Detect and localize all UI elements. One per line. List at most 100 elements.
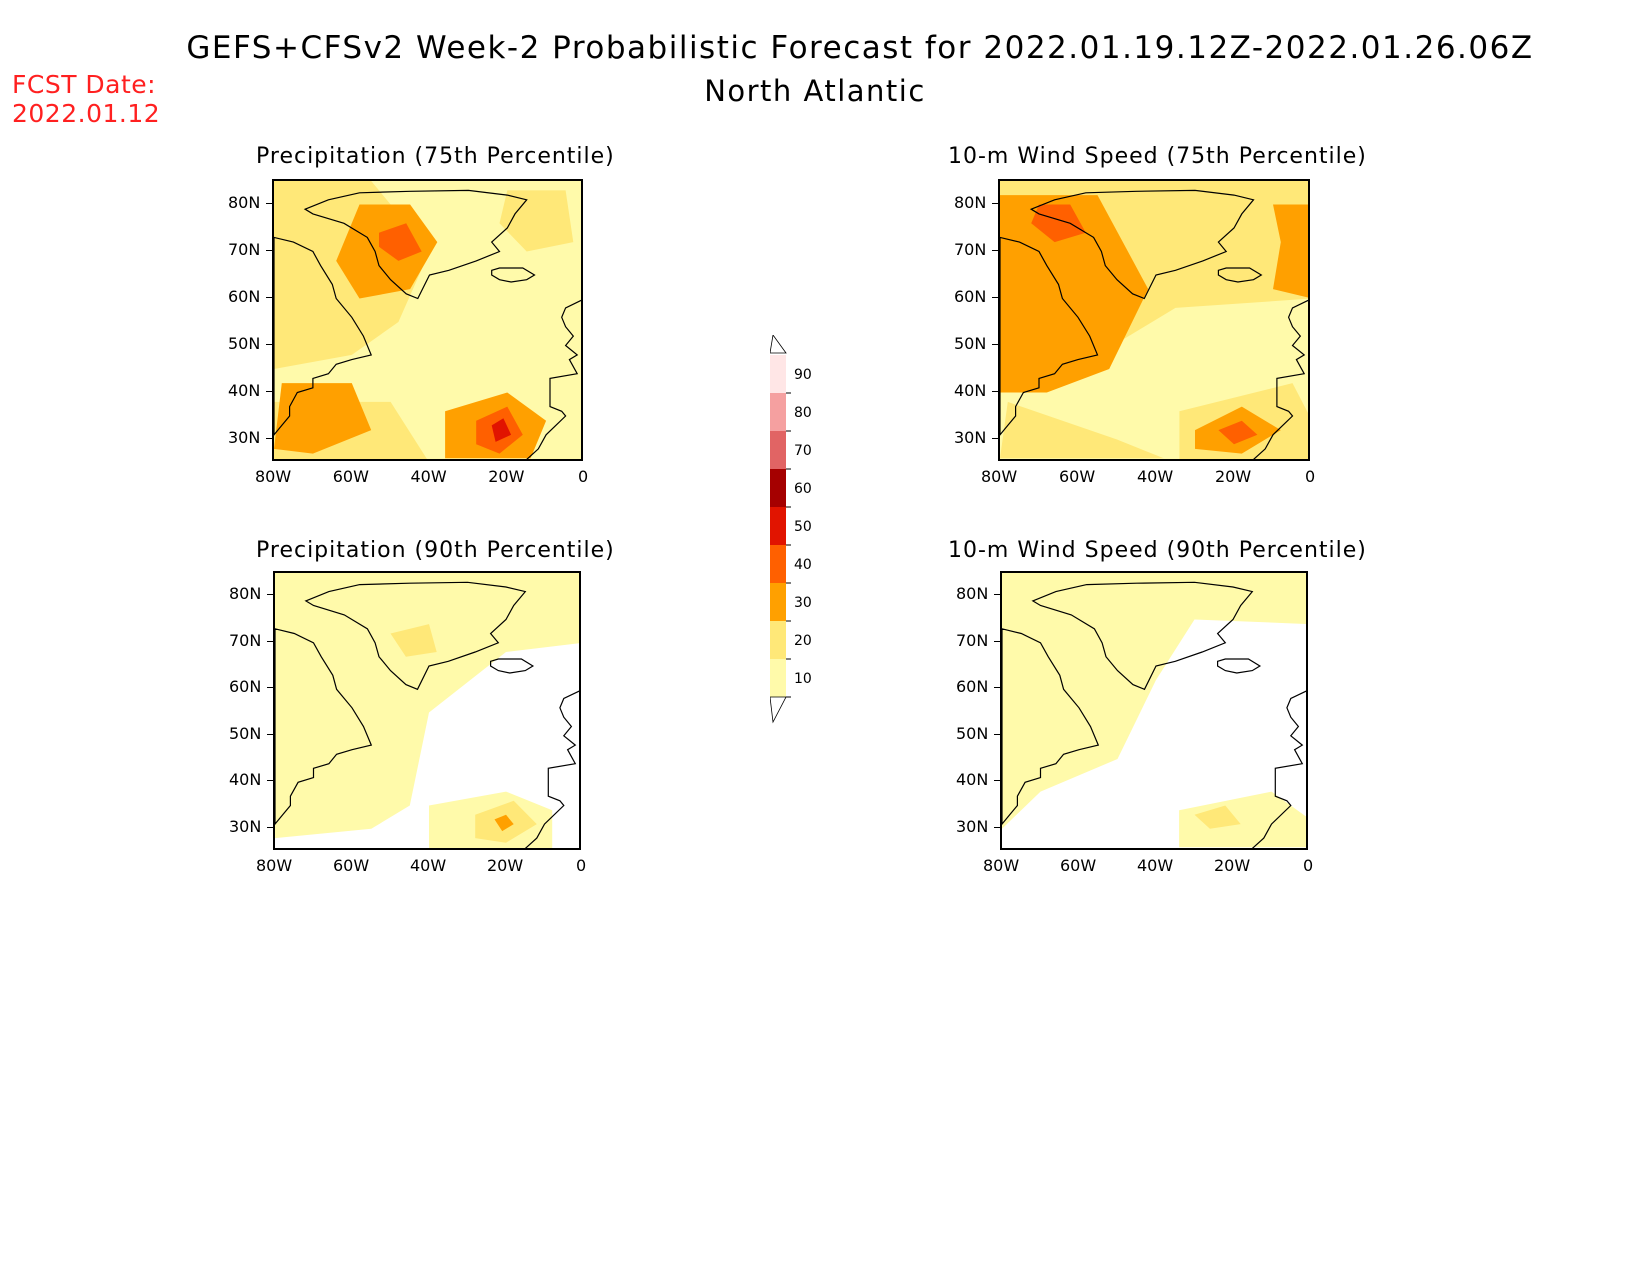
- coastline: [524, 690, 579, 848]
- longitude-tick-label: 0: [1303, 856, 1314, 875]
- colorbar-label: 40: [794, 557, 812, 573]
- latitude-tick-label: 40N: [228, 380, 261, 400]
- longitude-tick-label: 60W: [332, 467, 369, 486]
- colorbar: 90 80 70 60 50 40 30 20 10: [770, 335, 880, 735]
- longitude-tick-label: 20W: [487, 856, 524, 875]
- latitude-tick-label: 50N: [229, 723, 262, 743]
- latitude-tick-label: 70N: [228, 239, 261, 259]
- latitude-tick: [267, 826, 273, 828]
- panel-title: Precipitation (75th Percentile): [256, 144, 615, 169]
- latitude-tick-label: 70N: [229, 630, 262, 650]
- region-subtitle: North Atlantic: [704, 74, 926, 108]
- probability-contour-fill: [1179, 791, 1306, 848]
- probability-contour-fill: [1194, 805, 1241, 829]
- probability-contour-fill: [275, 573, 579, 839]
- latitude-tick: [994, 826, 1000, 828]
- probability-contour-fill: [390, 624, 437, 657]
- map-canvas: [1000, 181, 1308, 459]
- latitude-tick: [994, 733, 1000, 735]
- latitude-tick-label: 60N: [229, 677, 262, 697]
- latitude-tick-label: 60N: [956, 677, 989, 697]
- latitude-tick: [266, 296, 272, 298]
- latitude-tick-label: 50N: [228, 333, 261, 353]
- coastline: [274, 236, 373, 436]
- colorbar-swatch-10: [770, 659, 786, 697]
- latitude-tick-label: 70N: [954, 239, 987, 259]
- forecast-date-value: 2022.01.12: [12, 99, 161, 128]
- latitude-tick-label: 80N: [956, 584, 989, 604]
- longitude-tick-label: 20W: [488, 467, 525, 486]
- latitude-tick-label: 40N: [954, 380, 987, 400]
- latitude-tick-label: 60N: [228, 286, 261, 306]
- latitude-tick-label: 70N: [956, 630, 989, 650]
- colorbar-top-arrow: [770, 335, 787, 354]
- probability-contour-fill: [379, 223, 422, 261]
- coastline: [1217, 658, 1262, 674]
- latitude-tick-label: 40N: [956, 770, 989, 790]
- probability-contour-fill: [1273, 204, 1308, 298]
- probability-contour-fill: [1218, 420, 1258, 445]
- latitude-tick: [992, 249, 998, 251]
- latitude-tick-label: 80N: [954, 192, 987, 212]
- colorbar-label: 50: [794, 519, 812, 535]
- latitude-tick: [992, 390, 998, 392]
- coastline: [491, 267, 536, 283]
- coastline: [1000, 236, 1099, 436]
- coastline: [526, 299, 581, 459]
- colorbar-swatch-90: [770, 355, 786, 393]
- probability-contour-fill: [1000, 195, 1149, 393]
- colorbar-bottom-arrow: [770, 696, 787, 724]
- latitude-tick: [267, 780, 273, 782]
- latitude-tick-label: 30N: [229, 816, 262, 836]
- latitude-tick: [267, 687, 273, 689]
- latitude-tick: [992, 343, 998, 345]
- latitude-tick: [266, 202, 272, 204]
- probability-contour-fill: [491, 418, 512, 442]
- probability-contour-fill: [1031, 204, 1086, 243]
- probability-contour-fill: [1000, 401, 1164, 459]
- map-plot: [272, 179, 583, 461]
- latitude-tick: [267, 640, 273, 642]
- latitude-tick: [266, 249, 272, 251]
- longitude-tick-label: 20W: [1214, 856, 1251, 875]
- longitude-tick-label: 40W: [1137, 856, 1174, 875]
- colorbar-swatch-80: [770, 393, 786, 431]
- colorbar-label: 90: [794, 367, 812, 383]
- latitude-tick: [992, 202, 998, 204]
- coastline: [1217, 267, 1263, 283]
- colorbar-swatches: [770, 335, 791, 724]
- longitude-tick-label: 60W: [1060, 856, 1097, 875]
- panel-title: Precipitation (90th Percentile): [256, 538, 615, 563]
- latitude-tick-label: 80N: [229, 584, 262, 604]
- latitude-tick-label: 50N: [954, 333, 987, 353]
- latitude-tick: [266, 390, 272, 392]
- coastline: [1251, 690, 1306, 848]
- colorbar-swatch-30: [770, 583, 786, 621]
- latitude-tick: [266, 437, 272, 439]
- colorbar-swatch-50: [770, 507, 786, 545]
- map-canvas: [275, 573, 579, 848]
- longitude-tick-label: 0: [578, 467, 589, 486]
- latitude-tick: [994, 780, 1000, 782]
- longitude-tick-label: 80W: [983, 856, 1020, 875]
- latitude-tick: [266, 343, 272, 345]
- probability-contour-fill: [494, 814, 514, 832]
- latitude-tick-label: 30N: [954, 427, 987, 447]
- map-canvas: [274, 181, 581, 459]
- colorbar-label: 30: [794, 595, 812, 611]
- map-plot: [1000, 571, 1308, 850]
- map-plot: [998, 179, 1310, 461]
- probability-contour-fill: [1002, 573, 1306, 829]
- map-canvas: [1002, 573, 1306, 848]
- coastline: [275, 628, 373, 826]
- latitude-tick: [994, 640, 1000, 642]
- longitude-tick-label: 20W: [1215, 467, 1252, 486]
- map-plot: [273, 571, 581, 850]
- longitude-tick-label: 40W: [410, 467, 447, 486]
- latitude-tick: [267, 733, 273, 735]
- coastline: [304, 581, 527, 691]
- forecast-date-label: FCST Date:: [12, 70, 157, 99]
- colorbar-label: 70: [794, 443, 812, 459]
- latitude-tick-label: 60N: [954, 286, 987, 306]
- longitude-tick-label: 40W: [410, 856, 447, 875]
